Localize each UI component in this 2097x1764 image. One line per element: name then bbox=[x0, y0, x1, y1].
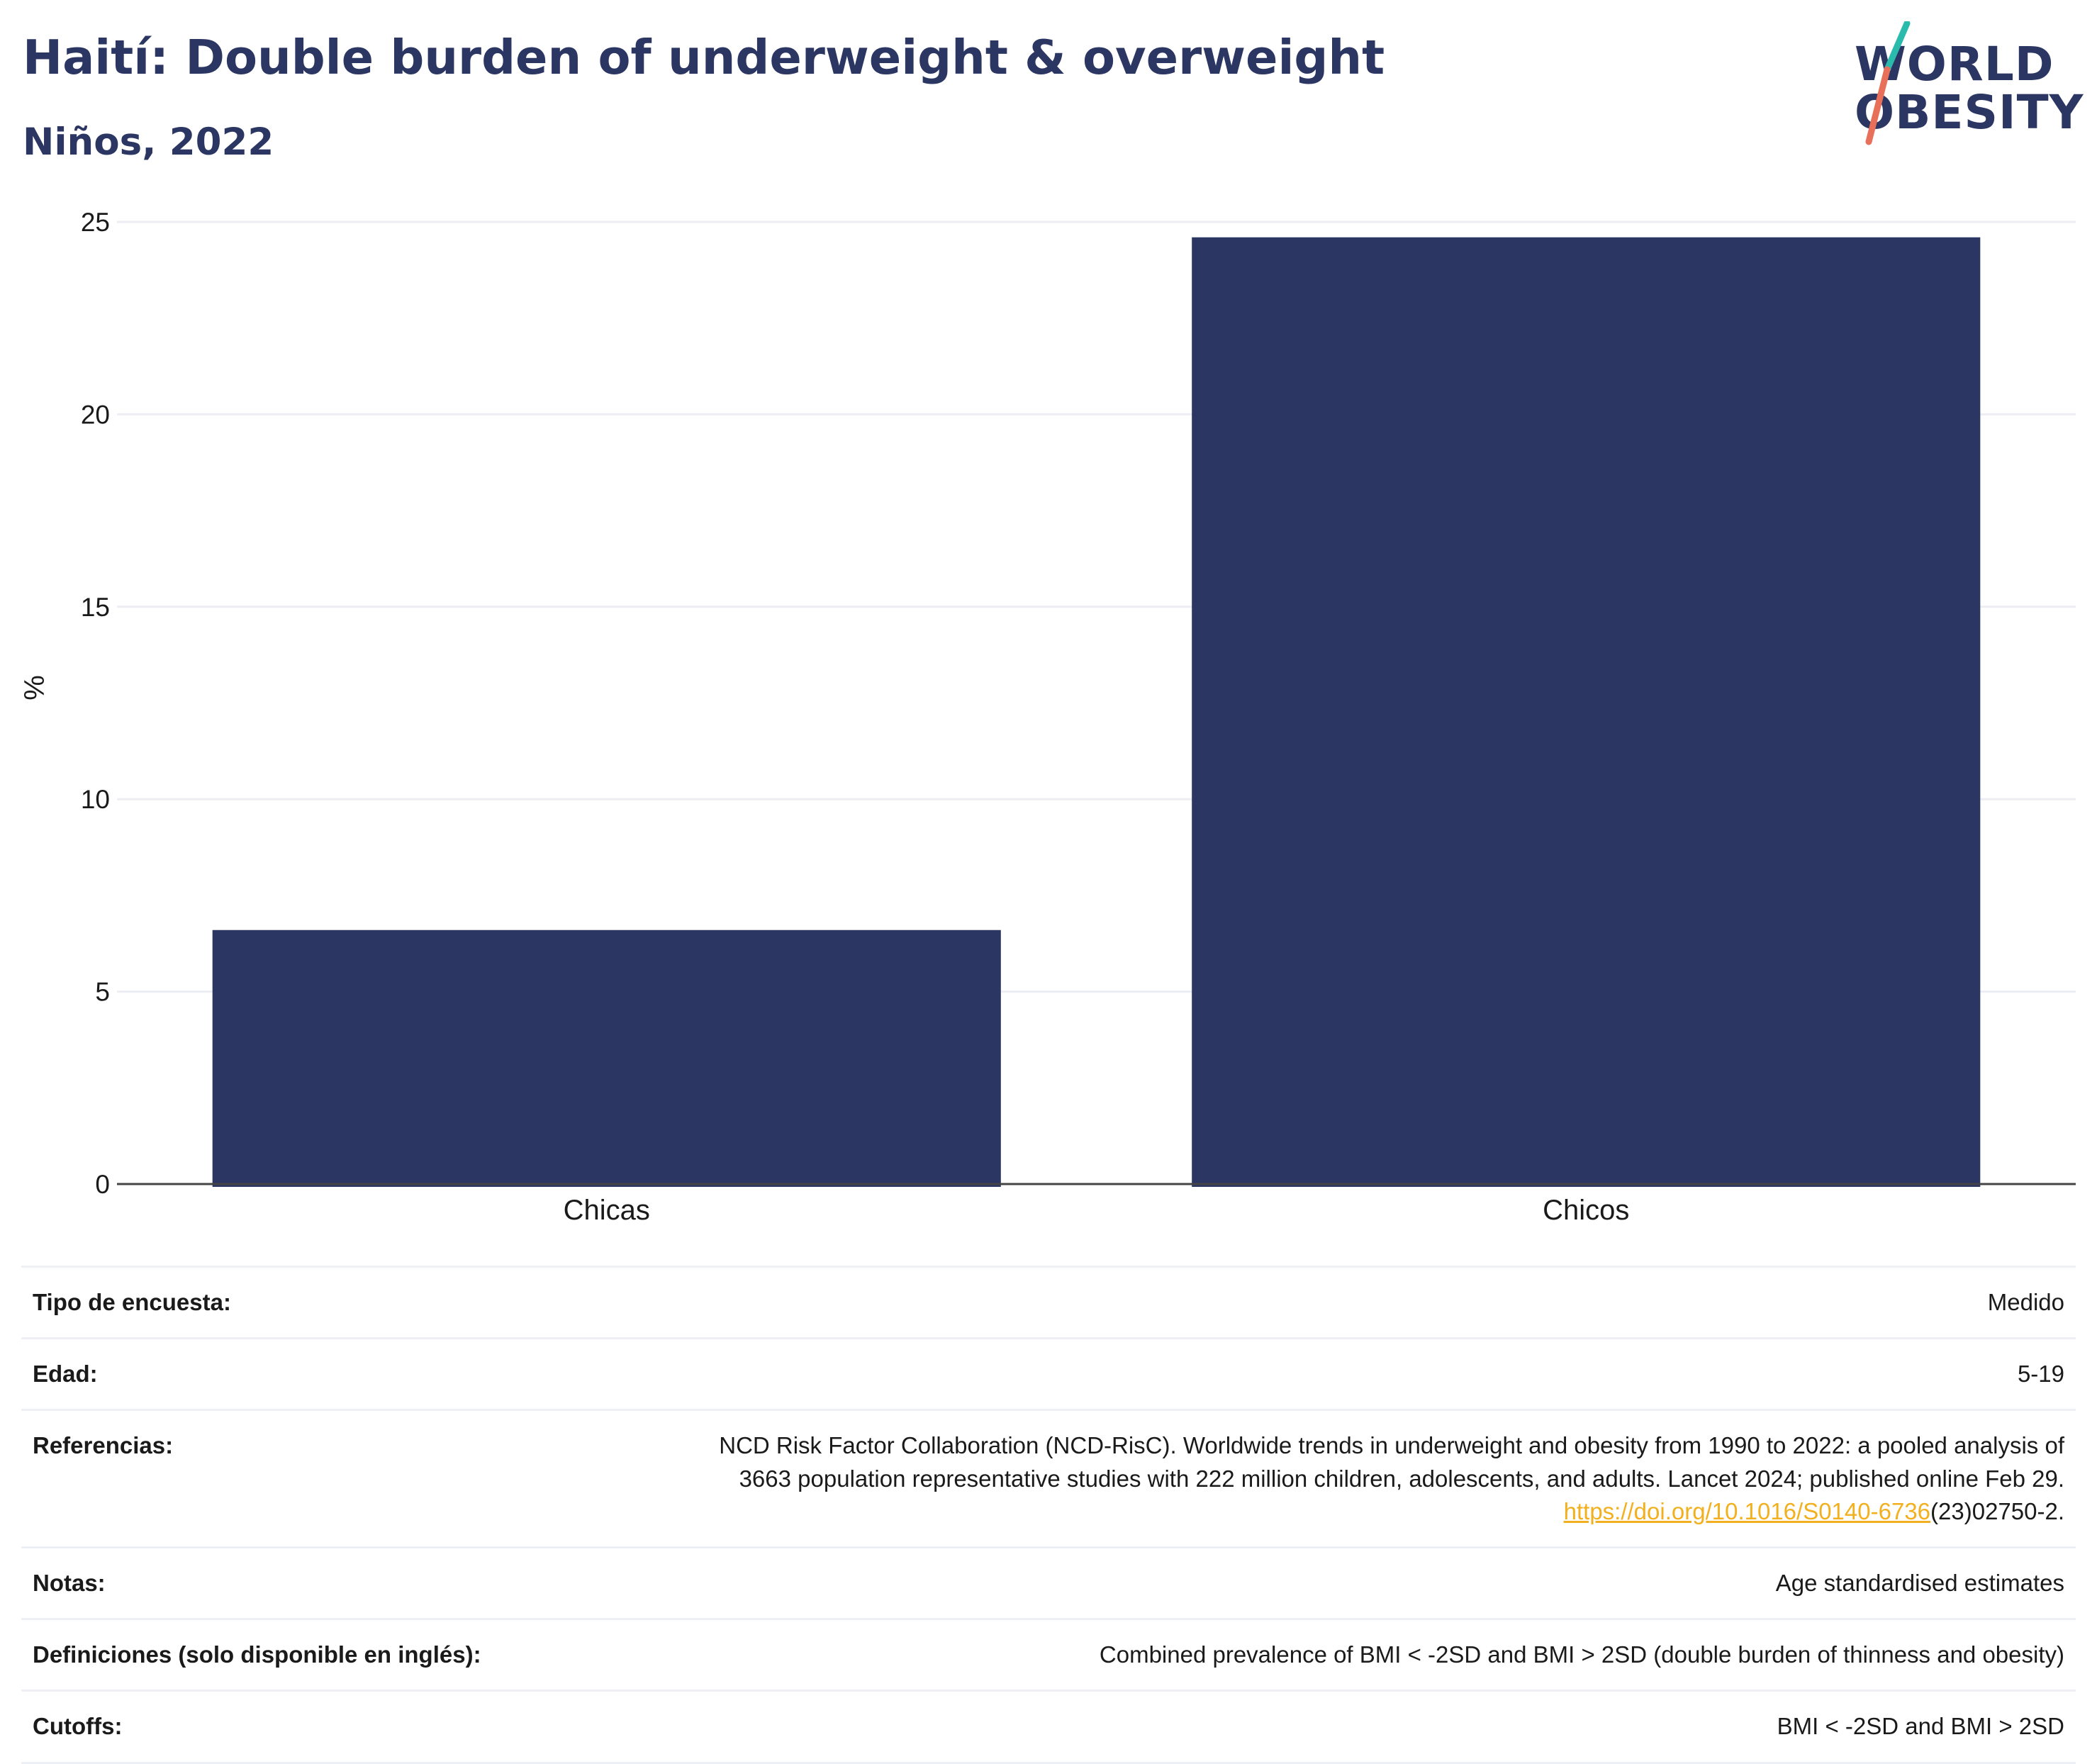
page-title: Haití: Double burden of underweight & ov… bbox=[23, 30, 1385, 85]
page-subtitle: Niños, 2022 bbox=[23, 121, 274, 164]
y-tick-label: 25 bbox=[81, 208, 110, 237]
x-tick-label: Chicos bbox=[1543, 1195, 1629, 1226]
y-axis-label: % bbox=[19, 675, 50, 700]
info-row: Notas: Age standardised estimates bbox=[21, 1547, 2076, 1619]
logo-slash-icon bbox=[1865, 21, 1911, 145]
info-table: Tipo de encuesta: Medido Edad: 5-19 Referenc… bbox=[21, 1266, 2076, 1764]
info-value-text: 5-19 bbox=[2017, 1361, 2064, 1388]
y-tick-label: 15 bbox=[81, 593, 110, 622]
y-tick-label: 20 bbox=[81, 400, 110, 429]
info-label: Cutoffs: bbox=[33, 1713, 123, 1740]
info-label: Notas: bbox=[33, 1569, 106, 1596]
info-row: Referencias: NCD Risk Factor Collaboratio… bbox=[21, 1409, 2076, 1548]
info-label: Referencias: bbox=[33, 1432, 174, 1459]
world-obesity-logo[interactable]: WORLD OBESITY bbox=[1843, 21, 2084, 149]
bar-chicos[interactable] bbox=[1192, 237, 1981, 1187]
reference-doi-link[interactable]: https://doi.org/10.1016/S0140-6736 bbox=[1563, 1497, 1931, 1524]
info-value: Medido bbox=[682, 1267, 2076, 1339]
info-value-text: BMI < -2SD and BMI > 2SD bbox=[1777, 1713, 2064, 1740]
info-value-text: Medido bbox=[1987, 1289, 2064, 1315]
info-value: 5-19 bbox=[682, 1339, 2076, 1410]
info-value-text: NCD Risk Factor Collaboration (NCD-RisC)… bbox=[719, 1432, 2064, 1492]
info-label: Edad: bbox=[33, 1361, 98, 1388]
x-tick-label: Chicas bbox=[564, 1195, 650, 1226]
info-value-text: Age standardised estimates bbox=[1775, 1569, 2064, 1596]
y-tick-label: 10 bbox=[81, 785, 110, 814]
info-row: Cutoffs: BMI < -2SD and BMI > 2SD bbox=[21, 1690, 2076, 1763]
info-label: Tipo de encuesta: bbox=[33, 1289, 231, 1315]
info-value: Age standardised estimates bbox=[682, 1547, 2076, 1619]
info-value: Combined prevalence of BMI < -2SD and BM… bbox=[682, 1619, 2076, 1691]
info-value: NCD Risk Factor Collaboration (NCD-RisC)… bbox=[682, 1410, 2076, 1548]
info-value-text: Combined prevalence of BMI < -2SD and BM… bbox=[1099, 1641, 2064, 1668]
info-value: BMI < -2SD and BMI > 2SD bbox=[682, 1691, 2076, 1763]
info-label: Definiciones (solo disponible en inglés)… bbox=[33, 1641, 481, 1668]
bar-chart: % 0 5 10 15 20 25 Chicas Chicos bbox=[19, 208, 2076, 1226]
info-row: Tipo de encuesta: Medido bbox=[21, 1266, 2076, 1339]
reference-doi-suffix: (23)02750-2. bbox=[1930, 1497, 2064, 1524]
logo-text-obesity: OBESITY bbox=[1855, 85, 2084, 140]
info-row: Definiciones (solo disponible en inglés)… bbox=[21, 1619, 2076, 1691]
y-tick-label: 5 bbox=[95, 978, 110, 1007]
y-tick-label: 0 bbox=[95, 1170, 110, 1199]
bar-chicas[interactable] bbox=[212, 930, 1001, 1187]
info-row: Edad: 5-19 bbox=[21, 1338, 2076, 1410]
